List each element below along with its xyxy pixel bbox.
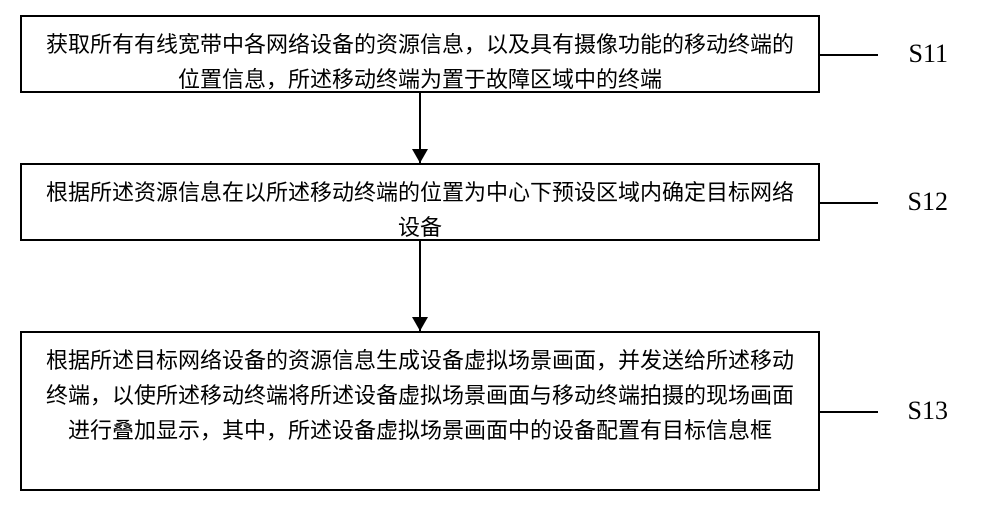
step-label-s11: S11 [909, 33, 949, 75]
arrow-s12-s13 [20, 241, 820, 331]
connector-line [818, 411, 878, 413]
arrow-head-icon [412, 149, 428, 163]
connector-line [818, 202, 878, 204]
step-box-s11: 获取所有有线宽带中各网络设备的资源信息，以及具有摄像功能的移动终端的位置信息，所… [20, 15, 820, 93]
step-box-s13: 根据所述目标网络设备的资源信息生成设备虚拟场景画面，并发送给所述移动终端，以使所… [20, 331, 820, 491]
step-label-s13: S13 [908, 390, 948, 432]
step-text: 根据所述目标网络设备的资源信息生成设备虚拟场景画面，并发送给所述移动终端，以使所… [42, 343, 798, 449]
step-text: 获取所有有线宽带中各网络设备的资源信息，以及具有摄像功能的移动终端的位置信息，所… [42, 27, 798, 97]
step-text: 根据所述资源信息在以所述移动终端的位置为中心下预设区域内确定目标网络设备 [42, 175, 798, 245]
arrow-head-icon [412, 317, 428, 331]
arrow-s11-s12 [20, 93, 820, 163]
step-label-s12: S12 [908, 181, 948, 223]
step-box-s12: 根据所述资源信息在以所述移动终端的位置为中心下预设区域内确定目标网络设备 S12 [20, 163, 820, 241]
connector-line [818, 54, 878, 56]
